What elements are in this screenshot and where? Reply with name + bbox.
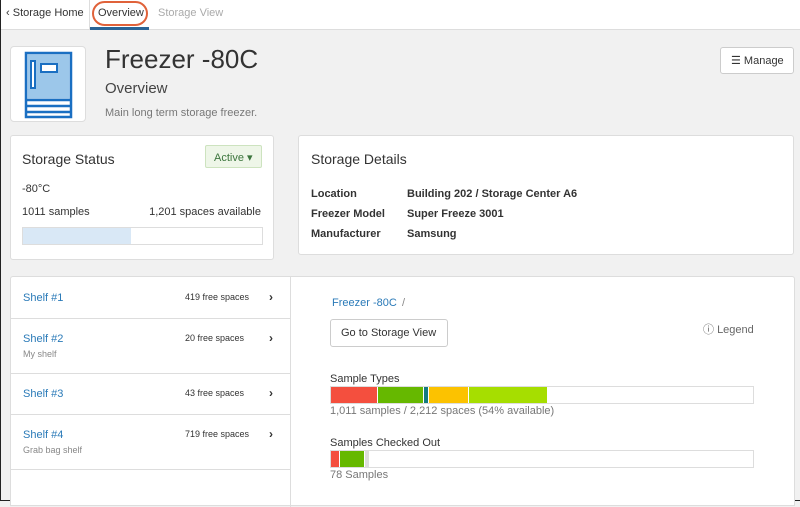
checked-out-caption: 78 Samples	[330, 469, 389, 481]
divider	[290, 277, 291, 507]
bar-segment	[468, 387, 547, 403]
freezer-icon-box	[10, 46, 86, 122]
caret-down-icon: ▾	[247, 152, 253, 164]
chevron-right-icon[interactable]: ›	[269, 290, 273, 304]
bar-segment	[424, 387, 428, 403]
bar-segment	[331, 451, 340, 467]
temperature: -80°C	[22, 183, 51, 195]
capacity-bar-fill	[23, 228, 131, 244]
page-subtitle: Overview	[105, 80, 168, 97]
sample-types-caption: 1,011 samples / 2,212 spaces (54% availa…	[330, 405, 555, 417]
sample-types-title: Sample Types	[330, 373, 400, 385]
manufacturer-value: Samsung	[407, 228, 457, 240]
checked-out-title: Samples Checked Out	[330, 437, 441, 449]
capacity-bar	[22, 227, 263, 245]
legend-link[interactable]: ⓘ Legend	[703, 324, 754, 336]
bar-segment	[364, 451, 369, 467]
bar-segment	[340, 451, 364, 467]
chevron-left-icon: ‹	[6, 7, 13, 19]
chevron-right-icon[interactable]: ›	[269, 427, 273, 441]
freezer-icon	[24, 51, 73, 119]
model-value: Super Freeze 3001	[407, 208, 504, 220]
manage-button[interactable]: ☰ Manage	[720, 47, 794, 74]
free-spaces: 719 free spaces	[185, 429, 250, 439]
chevron-right-icon[interactable]: ›	[269, 386, 273, 400]
bar-segment	[378, 387, 424, 403]
checked-out-bar	[330, 450, 754, 468]
location-value: Building 202 / Storage Center A6	[407, 188, 578, 200]
shelf-note: Grab bag shelf	[23, 445, 83, 455]
status-dropdown[interactable]: Active ▾	[205, 145, 262, 168]
location-label: Location	[311, 188, 357, 200]
free-spaces: 20 free spaces	[185, 333, 245, 343]
storage-details-panel: Storage Details Location Building 202 / …	[298, 135, 794, 255]
shelf-item[interactable]: Shelf #1 419 free spaces ›	[11, 277, 290, 319]
shelf-note: My shelf	[23, 349, 57, 359]
tab-storage-view[interactable]: Storage View	[158, 7, 224, 19]
tab-overview[interactable]: Overview	[98, 7, 144, 19]
spaces-available: 1,201 spaces available	[149, 206, 261, 218]
free-spaces: 43 free spaces	[185, 388, 245, 398]
storage-status-panel: Storage Status Active ▾ -80°C 1011 sampl…	[10, 135, 274, 260]
info-icon: ⓘ	[703, 324, 718, 336]
go-to-storage-view-button[interactable]: Go to Storage View	[330, 319, 448, 347]
shelf-link[interactable]: Shelf #1	[23, 292, 64, 304]
top-nav: ‹ Storage Home Overview Storage View	[1, 0, 800, 30]
sample-types-bar	[330, 386, 754, 404]
highlight-circle	[92, 1, 148, 26]
model-label: Freezer Model	[311, 208, 385, 220]
manufacturer-label: Manufacturer	[311, 228, 381, 240]
page-title: Freezer -80C	[105, 44, 259, 74]
panel-title: Storage Details	[311, 151, 407, 167]
storage-home-link[interactable]: ‹ Storage Home	[6, 7, 84, 19]
sample-count: 1011 samples	[22, 206, 90, 218]
shelf-item[interactable]: Shelf #2 My shelf 20 free spaces ›	[11, 319, 290, 374]
menu-icon: ☰	[731, 55, 744, 67]
bar-segment	[331, 387, 378, 403]
breadcrumb-freezer[interactable]: Freezer -80C	[332, 297, 397, 309]
shelf-item[interactable]: Shelf #4 Grab bag shelf 719 free spaces …	[11, 415, 290, 470]
shelf-item[interactable]: Shelf #3 43 free spaces ›	[11, 374, 290, 415]
free-spaces: 419 free spaces	[185, 292, 250, 302]
shelf-link[interactable]: Shelf #4	[23, 429, 64, 441]
active-tab-indicator	[90, 27, 149, 30]
page-description: Main long term storage freezer.	[105, 107, 258, 119]
breadcrumb-separator: /	[402, 297, 406, 309]
shelf-link[interactable]: Shelf #2	[23, 333, 64, 345]
divider	[89, 0, 90, 30]
shelf-link[interactable]: Shelf #3	[23, 388, 64, 400]
panel-title: Storage Status	[22, 151, 115, 167]
bar-segment	[428, 387, 468, 403]
chevron-right-icon[interactable]: ›	[269, 331, 273, 345]
